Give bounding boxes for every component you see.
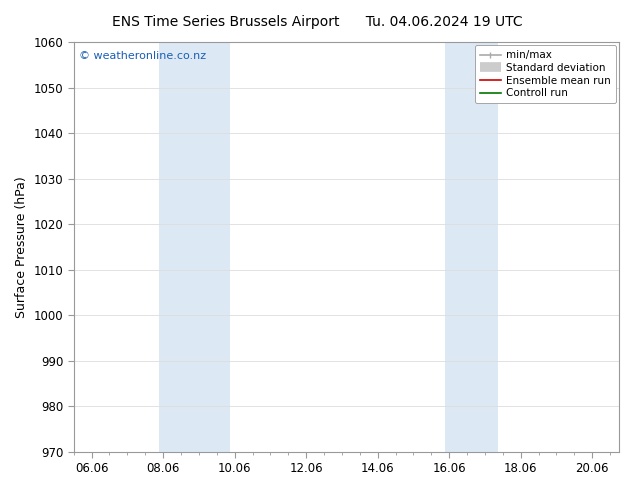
Legend: min/max, Standard deviation, Ensemble mean run, Controll run: min/max, Standard deviation, Ensemble me… [475,45,616,103]
Y-axis label: Surface Pressure (hPa): Surface Pressure (hPa) [15,176,28,318]
Bar [444,42,498,452]
Bar [158,42,230,452]
Text: ENS Time Series Brussels Airport      Tu. 04.06.2024 19 UTC: ENS Time Series Brussels Airport Tu. 04.… [112,15,522,29]
Text: © weatheronline.co.nz: © weatheronline.co.nz [79,51,206,61]
